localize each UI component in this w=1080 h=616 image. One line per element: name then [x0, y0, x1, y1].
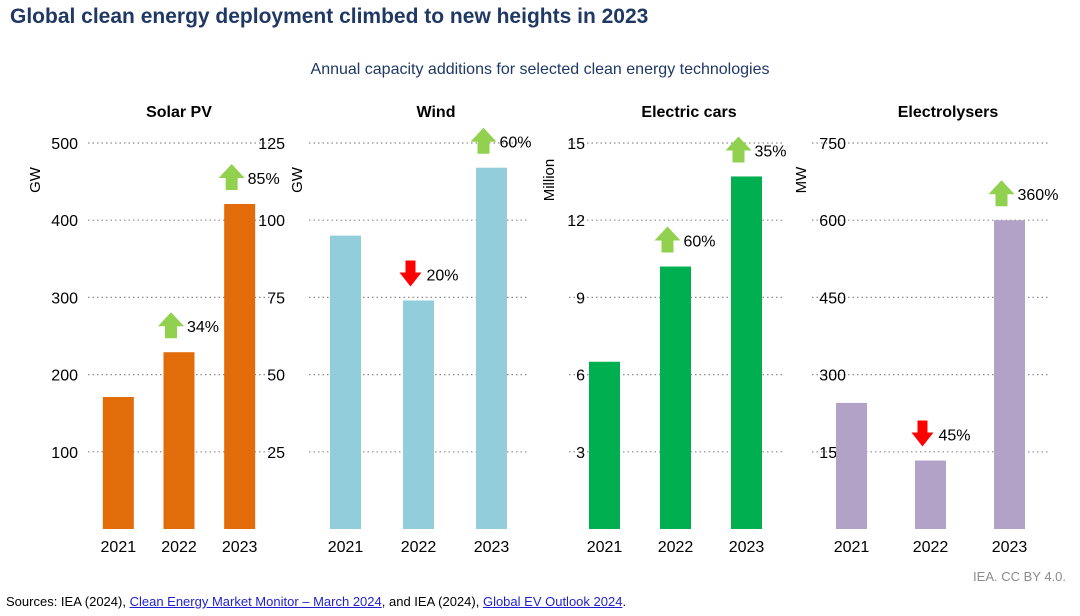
y-tick-label: 50 — [267, 368, 285, 385]
y-tick-label: 300 — [819, 368, 846, 385]
y-tick-label: 500 — [51, 136, 78, 153]
y-axis-label: Million — [541, 159, 558, 202]
x-tick-label: 2023 — [992, 539, 1028, 556]
y-tick-label: 750 — [819, 136, 846, 153]
change-label: 34% — [187, 319, 219, 336]
sources-prefix: Sources: IEA (2024), — [6, 594, 130, 609]
y-tick-label: 200 — [51, 368, 78, 385]
sources-middle: , and IEA (2024), — [381, 594, 483, 609]
y-tick-label: 600 — [819, 213, 846, 230]
bar — [330, 235, 361, 529]
up-arrow-icon — [158, 312, 184, 339]
sources-line: Sources: IEA (2024), Clean Energy Market… — [6, 594, 626, 609]
bar — [476, 167, 507, 530]
bar — [915, 460, 946, 529]
y-tick-label: 25 — [267, 445, 285, 462]
change-label: 60% — [684, 234, 716, 251]
page-title: Global clean energy deployment climbed t… — [10, 5, 649, 28]
bar — [836, 402, 867, 529]
panel-title: Wind — [417, 104, 456, 121]
x-tick-label: 2023 — [222, 539, 258, 556]
y-tick-label: 75 — [267, 290, 285, 307]
x-tick-label: 2021 — [101, 539, 137, 556]
x-tick-label: 2022 — [401, 539, 437, 556]
up-arrow-icon — [654, 226, 681, 253]
bar — [102, 396, 134, 529]
bar — [731, 176, 762, 529]
down-arrow-icon — [911, 420, 934, 447]
y-tick-label: 450 — [819, 290, 846, 307]
change-label: 45% — [939, 428, 971, 445]
bar — [163, 352, 195, 529]
chart-subtitle: Annual capacity additions for selected c… — [310, 61, 770, 78]
x-tick-label: 2021 — [834, 539, 870, 556]
y-axis-label: GW — [27, 166, 44, 193]
y-tick-label: 6 — [576, 368, 585, 385]
y-tick-label: 9 — [576, 290, 585, 307]
bar — [994, 220, 1025, 529]
panel-title: Electrolysers — [898, 104, 999, 121]
y-tick-label: 100 — [258, 213, 285, 230]
change-label: 85% — [248, 171, 280, 188]
y-tick-label: 12 — [567, 213, 585, 230]
x-tick-label: 2022 — [161, 539, 197, 556]
license-credit: IEA. CC BY 4.0. — [973, 569, 1066, 584]
bar — [224, 203, 256, 529]
y-tick-label: 300 — [51, 290, 78, 307]
bar — [589, 361, 620, 529]
up-arrow-icon — [725, 136, 752, 163]
change-label: 35% — [755, 143, 787, 160]
change-label: 360% — [1018, 187, 1059, 204]
source-link-market-monitor[interactable]: Clean Energy Market Monitor – March 2024 — [129, 594, 382, 609]
up-arrow-icon — [218, 163, 245, 190]
y-tick-label: 100 — [51, 445, 78, 462]
change-label: 20% — [427, 267, 459, 284]
y-axis-label: GW — [289, 166, 306, 193]
y-tick-label: 15 — [567, 136, 585, 153]
y-axis-label: MW — [793, 166, 810, 193]
y-tick-label: 125 — [258, 136, 285, 153]
x-tick-label: 2023 — [474, 539, 510, 556]
panel-title: Solar PV — [146, 104, 212, 121]
x-tick-label: 2021 — [587, 539, 623, 556]
x-tick-label: 2022 — [658, 539, 694, 556]
bar — [660, 266, 691, 529]
x-tick-label: 2021 — [328, 539, 364, 556]
bar — [403, 300, 434, 529]
y-tick-label: 400 — [51, 213, 78, 230]
sources-suffix: . — [622, 594, 627, 609]
x-tick-label: 2022 — [913, 539, 949, 556]
down-arrow-icon — [399, 260, 422, 287]
x-tick-label: 2023 — [729, 539, 765, 556]
change-label: 60% — [500, 135, 532, 152]
up-arrow-icon — [988, 180, 1015, 207]
y-tick-label: 3 — [576, 445, 585, 462]
panel-title: Electric cars — [641, 104, 736, 121]
up-arrow-icon — [470, 127, 497, 154]
source-link-ev-outlook[interactable]: Global EV Outlook 2024 — [482, 594, 623, 609]
